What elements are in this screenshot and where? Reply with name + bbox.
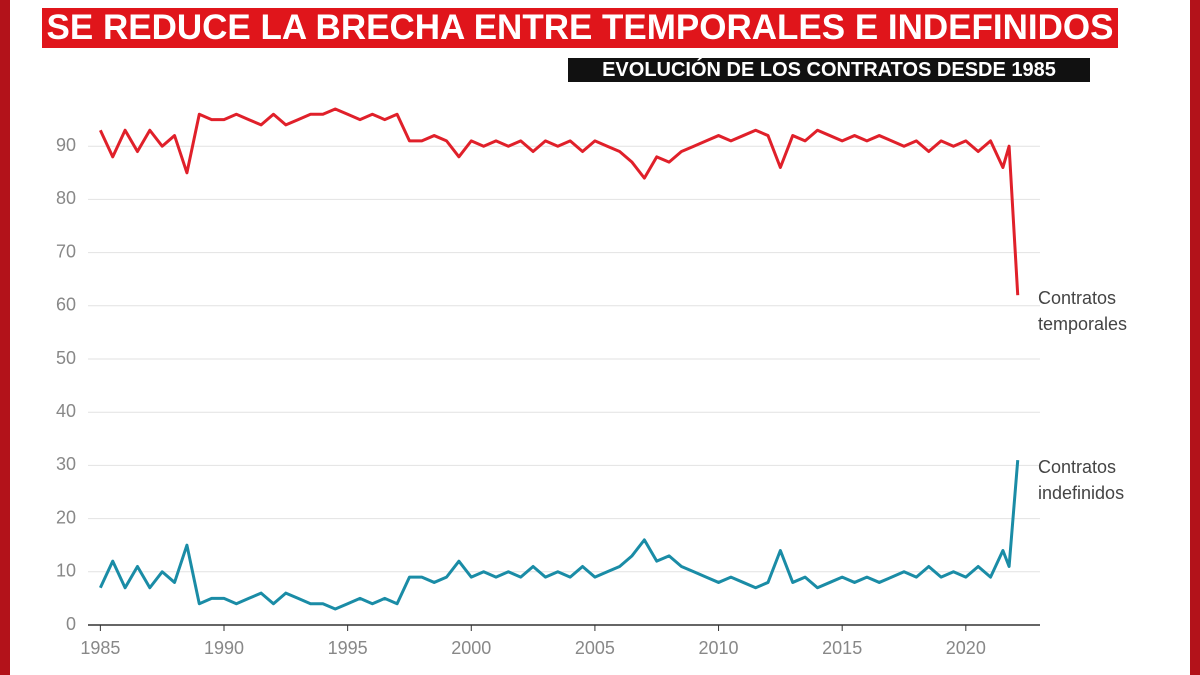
x-tick-label: 2010 [699,638,739,658]
x-tick-label: 2005 [575,638,615,658]
x-tick-label: 1995 [328,638,368,658]
y-tick-label: 40 [56,401,76,421]
y-tick-label: 80 [56,188,76,208]
series-line [99,107,1020,296]
series-label: Contratos temporales [1038,288,1128,334]
series-label: Contratos indefinidos [1038,457,1125,503]
x-tick-label: 1985 [80,638,120,658]
series-line [99,459,1020,611]
edge [0,0,10,675]
y-tick-label: 20 [56,507,76,527]
y-tick-label: 70 [56,241,76,261]
subtitle: EVOLUCIÓN DE LOS CONTRATOS DESDE 1985 [568,58,1090,82]
y-tick-label: 50 [56,348,76,368]
y-tick-label: 60 [56,295,76,315]
edge [1190,0,1200,675]
x-tick-label: 2020 [946,638,986,658]
x-tick-label: 2015 [822,638,862,658]
y-tick-label: 30 [56,454,76,474]
y-tick-label: 90 [56,135,76,155]
y-tick-label: 10 [56,561,76,581]
x-tick-label: 1990 [204,638,244,658]
x-tick-label: 2000 [451,638,491,658]
y-tick-label: 0 [66,614,76,634]
title: SE REDUCE LA BRECHA ENTRE TEMPORALES E I… [42,8,1118,48]
